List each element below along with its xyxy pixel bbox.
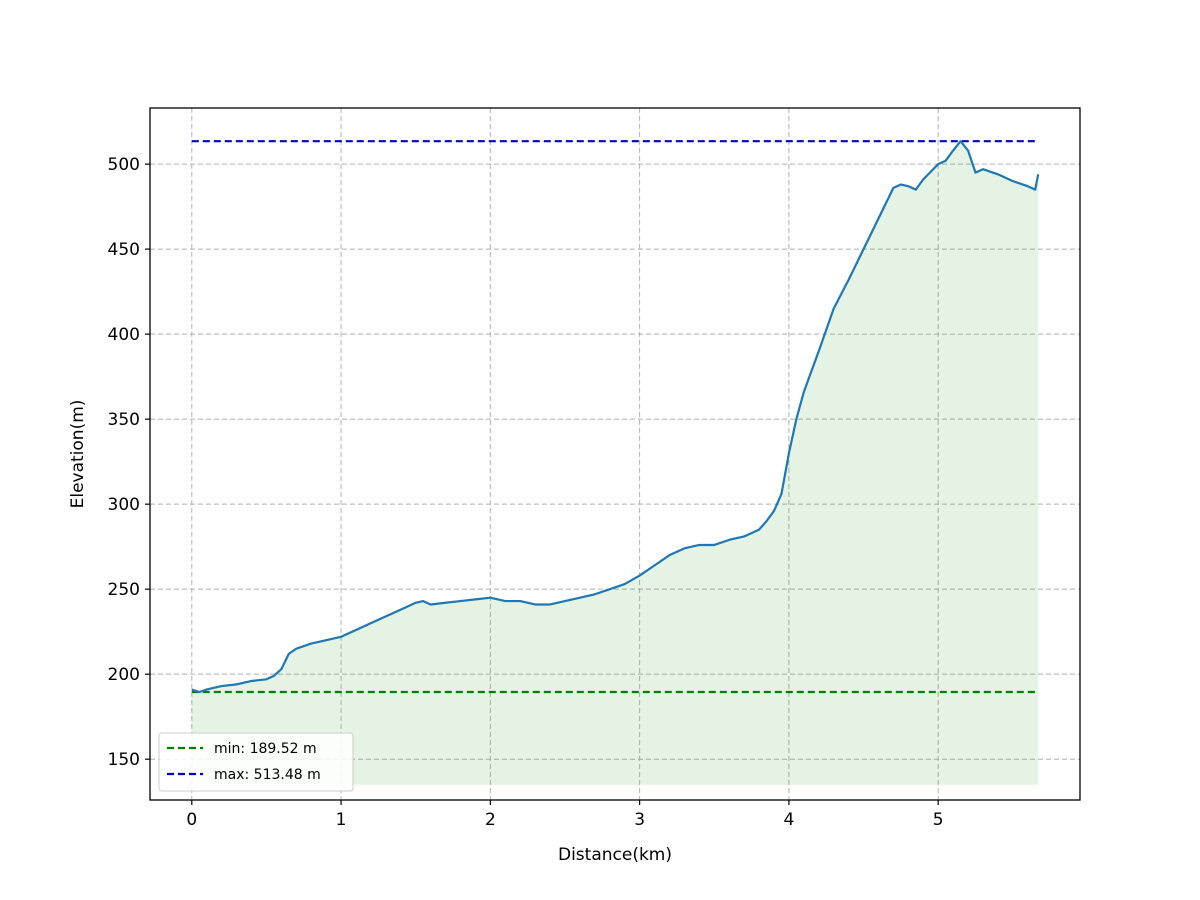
elevation-area (191, 141, 1039, 785)
legend-min-label: min: 189.52 m (214, 741, 317, 757)
elevation-profile (191, 140, 1040, 694)
x-tick-label: 4 (783, 810, 794, 830)
y-axis-label: Elevation(m) (68, 400, 88, 509)
x-axis-label: Distance(km) (558, 845, 672, 865)
y-tick-label: 450 (108, 240, 140, 260)
y-tick-label: 150 (108, 750, 140, 770)
legend-max-label: max: 513.48 m (214, 767, 321, 783)
y-tick-label: 250 (108, 580, 140, 600)
reference-lines (191, 140, 1039, 694)
x-tick-label: 0 (186, 810, 197, 830)
y-tick-label: 200 (108, 665, 140, 685)
x-tick-label: 2 (485, 810, 496, 830)
elevation-line (191, 140, 1040, 694)
legend: min: 189.52 m max: 513.48 m (158, 732, 354, 792)
y-tick-label: 300 (108, 495, 140, 515)
plot-area-frame (149, 107, 1081, 801)
x-axis-ticks: 0 1 2 3 4 5 (186, 800, 944, 830)
y-tick-label: 350 (108, 410, 140, 430)
legend-box (158, 732, 354, 792)
x-tick-label: 1 (336, 810, 347, 830)
y-tick-label: 400 (108, 325, 140, 345)
y-tick-label: 500 (108, 155, 140, 175)
elevation-fill-area (191, 141, 1039, 785)
x-tick-label: 5 (933, 810, 944, 830)
y-axis-ticks: 150 200 250 300 350 400 450 500 (108, 155, 150, 770)
x-tick-label: 3 (634, 810, 645, 830)
